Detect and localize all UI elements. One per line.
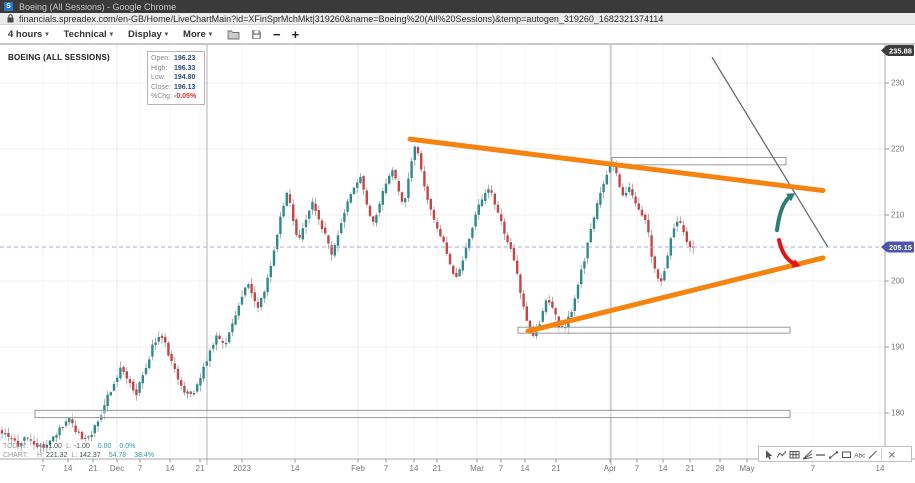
tooltip-row: Low: 194.80 <box>151 74 196 81</box>
menu-label: More <box>183 28 206 40</box>
address-bar[interactable]: financials.spreadex.com/en-GB/Home/LiveC… <box>0 13 915 25</box>
drawing-toolbar[interactable]: Abc <box>758 446 912 462</box>
trendline-upper[interactable] <box>407 136 826 194</box>
price-chart-canvas[interactable]: 230 220 210 200 190 180 7 14 21 Dec 7 14 21 2023 14 Feb… <box>0 44 915 483</box>
chevron-down-icon: ▾ <box>45 31 49 38</box>
menu-display[interactable]: Display ▾ <box>128 29 168 40</box>
price-zone-box[interactable] <box>611 157 787 166</box>
ohlc-tooltip: Open: 196.23 High: 196.33 Low: 194.80 Close: 19… <box>147 51 205 105</box>
time-tick-label: 21 <box>89 464 98 473</box>
price-tick-label: 210 <box>891 210 905 219</box>
time-tick-label: 7 <box>138 464 143 473</box>
fan-tool-icon[interactable] <box>801 448 814 460</box>
menu-label: Display <box>127 28 162 40</box>
zoom-in-icon[interactable]: + <box>291 26 300 42</box>
price-zone-box[interactable] <box>517 326 791 334</box>
menu-label: Technical <box>63 28 107 40</box>
time-tick-label: 14 <box>876 464 885 473</box>
tooltip-row: Close: 196.13 <box>151 83 196 91</box>
table-tool-icon[interactable] <box>788 448 801 460</box>
legend-row: TODAY: H: -1.00 L: -1.00 0.00 0.0% <box>3 443 136 450</box>
time-tick-label: Mar <box>470 464 484 473</box>
price-tick-label: 190 <box>891 342 905 351</box>
spreadex-favicon-icon: S <box>4 2 13 11</box>
range-legend: TODAY: H: -1.00 L: -1.00 0.00 0.0% CHART: H: 221.… <box>3 442 154 460</box>
chart-menubar: 4 hours ▾ Technical ▾ Display ▾ More ▾ − + <box>0 25 915 44</box>
chevron-down-icon: ▾ <box>109 31 113 38</box>
time-tick-label: 21 <box>552 464 561 473</box>
text-tool-icon[interactable]: Abc <box>853 448 866 460</box>
bearish-arrow[interactable] <box>777 238 801 268</box>
menu-more[interactable]: More ▾ <box>183 29 212 40</box>
time-tick-label: 14 <box>410 464 419 473</box>
close-tool-icon[interactable] <box>881 448 897 460</box>
time-tick-label: 14 <box>291 464 300 473</box>
line-tool-icon[interactable] <box>866 448 879 460</box>
trendline-lower[interactable] <box>525 255 826 334</box>
legend-row: CHART: H: 221.32 L: 142.37 54.78 38.4% <box>3 452 155 459</box>
tooltip-row: %Chg: -0.05% <box>151 93 197 100</box>
open-chart-icon[interactable] <box>227 29 240 40</box>
svg-text:Abc: Abc <box>854 452 865 459</box>
polyline-tool-icon[interactable] <box>775 448 788 460</box>
price-zone-box[interactable] <box>34 409 791 419</box>
window-titlebar: S Boeing (All Sessions) - Google Chrome <box>0 0 915 13</box>
pointer-tool-icon[interactable] <box>762 448 775 460</box>
segment-tool-icon[interactable] <box>827 448 840 460</box>
candles-layer[interactable] <box>0 145 695 453</box>
grid-layer <box>0 44 885 465</box>
time-tick-label: 14 <box>521 464 530 473</box>
time-tick-label: 7 <box>811 464 816 473</box>
menu-technical[interactable]: Technical ▾ <box>64 29 113 40</box>
time-tick-label: 28 <box>716 464 725 473</box>
tooltip-row: Open: 196.23 <box>151 55 196 62</box>
time-tick-label: Feb <box>351 464 365 473</box>
time-tick-label: 7 <box>384 464 389 473</box>
axes-layer: 230 220 210 200 190 180 7 14 21 Dec 7 14 21 2023 14 Feb… <box>0 44 915 473</box>
time-tick-label: Apr <box>604 464 617 473</box>
time-tick-label: 21 <box>433 464 442 473</box>
window-title: Boeing (All Sessions) - Google Chrome <box>19 1 177 12</box>
chart-region[interactable]: 230 220 210 200 190 180 7 14 21 Dec 7 14 21 2023 14 Feb… <box>0 44 915 483</box>
chart-symbol-label: BOEING (ALL SESSIONS) <box>8 53 110 62</box>
time-tick-label: 7 <box>41 464 46 473</box>
time-tick-label: 14 <box>64 464 73 473</box>
time-tick-label: 21 <box>196 464 205 473</box>
time-tick-label: 7 <box>635 464 640 473</box>
zoom-out-icon[interactable]: − <box>273 26 281 42</box>
chevron-down-icon: ▾ <box>164 31 169 38</box>
chevron-down-icon: ▾ <box>208 31 212 38</box>
menu-label: 4 hours <box>8 28 43 40</box>
time-tick-label: 7 <box>499 464 504 473</box>
save-chart-icon[interactable] <box>251 29 262 40</box>
horizontal-line-tool-icon[interactable] <box>814 448 827 460</box>
projection-trendline[interactable] <box>711 56 829 248</box>
price-tick-label: 200 <box>891 276 905 285</box>
current-price-badge: 205.15 <box>881 241 914 253</box>
timeframe-dropdown[interactable]: 4 hours ▾ <box>8 29 49 40</box>
lock-icon <box>7 14 14 23</box>
high-marker-badge: 235.88 <box>881 45 914 56</box>
url-text[interactable]: financials.spreadex.com/en-GB/Home/LiveC… <box>19 13 664 24</box>
time-tick-label: 14 <box>166 464 175 473</box>
bullish-arrow[interactable] <box>775 193 796 233</box>
price-tick-label: 230 <box>891 78 905 87</box>
rectangle-tool-icon[interactable] <box>840 448 853 460</box>
time-tick-label: May <box>739 464 754 473</box>
tooltip-row: High: 196.33 <box>151 64 196 72</box>
time-tick-label: Dec <box>110 464 124 473</box>
time-tick-label: 2023 <box>233 464 251 473</box>
price-tick-label: 220 <box>891 144 905 153</box>
svg-text:235.88: 235.88 <box>889 47 912 56</box>
time-tick-label: 21 <box>686 464 695 473</box>
time-tick-label: 14 <box>659 464 668 473</box>
price-tick-label: 180 <box>891 408 905 417</box>
svg-text:205.15: 205.15 <box>889 243 912 252</box>
annotations-layer[interactable] <box>0 56 885 419</box>
